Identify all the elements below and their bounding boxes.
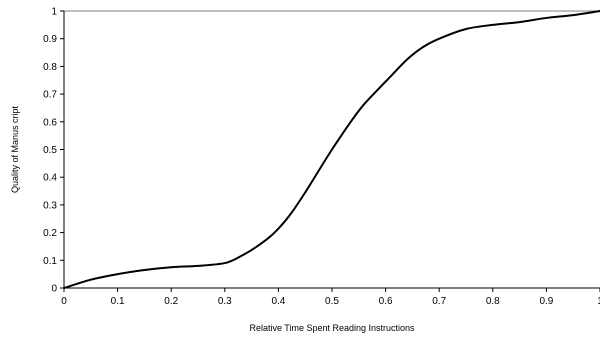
y-tick-label: 0.3 — [43, 200, 57, 211]
x-tick-label: 0.5 — [325, 296, 339, 307]
y-axis-title: Quality of Manus cript — [10, 105, 20, 193]
y-tick-label: 0.9 — [43, 34, 57, 45]
x-tick-label: 0.1 — [111, 296, 125, 307]
x-tick-label: 0.8 — [486, 296, 500, 307]
x-tick-label: 1 — [597, 296, 600, 307]
x-axis-title: Relative Time Spent Reading Instructions — [249, 323, 415, 333]
x-tick-label: 0.2 — [164, 296, 178, 307]
x-tick-label: 0.7 — [432, 296, 446, 307]
series-line — [63, 10, 600, 289]
y-tick-label: 0.1 — [43, 256, 57, 267]
y-tick-label: 0.8 — [43, 62, 57, 73]
y-tick-label: 0.7 — [43, 90, 57, 101]
x-tick-label: 0.9 — [539, 296, 553, 307]
y-tick-label: 0.5 — [43, 145, 57, 156]
x-tick-label: 0.4 — [271, 296, 285, 307]
y-tick-label: 0.2 — [43, 228, 57, 239]
y-tick-label: 1 — [51, 7, 57, 18]
x-tick-label: 0.3 — [218, 296, 232, 307]
y-tick-label: 0 — [51, 284, 57, 295]
x-tick-label: 0.6 — [379, 296, 393, 307]
y-tick-label: 0.4 — [43, 173, 57, 184]
y-tick-label: 0.6 — [43, 117, 57, 128]
x-tick-label: 0 — [61, 296, 67, 307]
